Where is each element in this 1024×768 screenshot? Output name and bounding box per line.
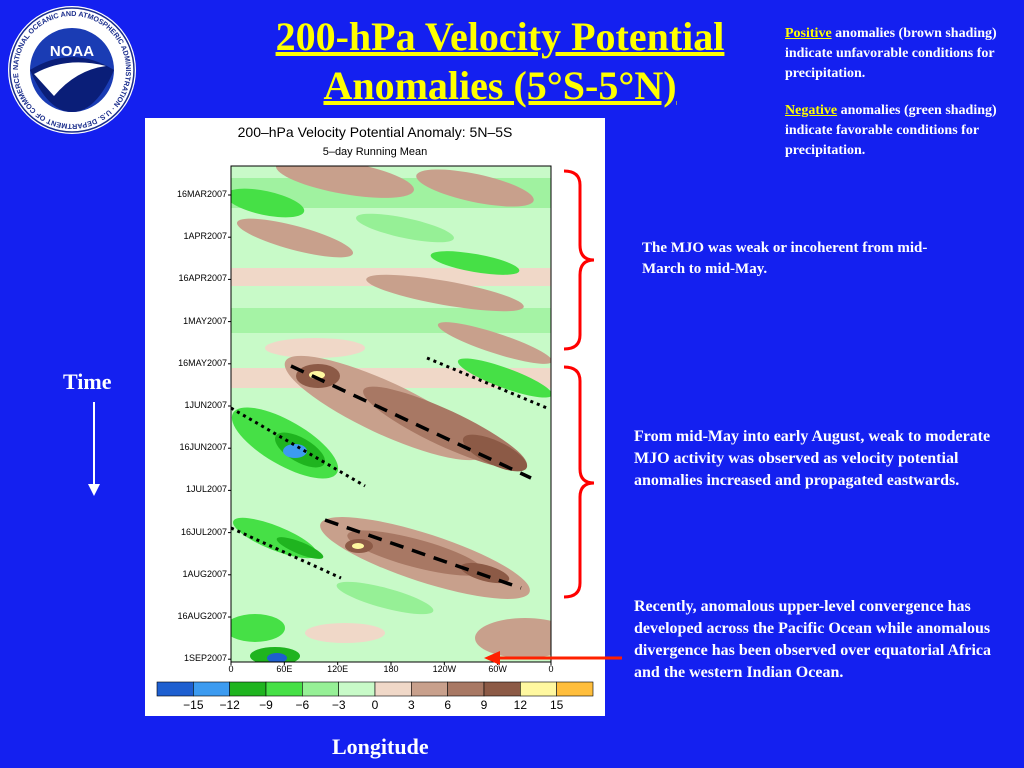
x-tick-label: 180 — [383, 664, 399, 674]
page-title: 200-hPa Velocity Potential Anomalies (5°… — [200, 12, 800, 110]
y-tick-label: 16APR2007 — [178, 273, 227, 284]
colorbar-swatch — [229, 681, 267, 697]
colorbar-swatch — [483, 681, 521, 697]
x-tick-label: 0 — [228, 664, 234, 674]
longitude-label: Longitude — [332, 734, 429, 759]
time-arrow-icon — [88, 402, 100, 496]
y-tick-label: 16AUG2007 — [177, 611, 227, 621]
colorbar-label: −3 — [331, 698, 346, 712]
positive-text: anomalies (brown shading) indicate unfav… — [785, 26, 997, 81]
colorbar-label: 0 — [371, 698, 379, 712]
colorbar-swatch — [193, 681, 230, 697]
y-tick-label: 1SEP2007 — [183, 653, 227, 664]
hovmoller-plot — [156, 165, 594, 697]
colorbar-label: 3 — [407, 698, 415, 712]
annotation-weak-mjo: The MJO was weak or incoherent from mid-… — [642, 240, 928, 277]
y-tick-label: 1JUL2007 — [185, 484, 227, 495]
positive-note: Positive anomalies (brown shading) indic… — [785, 24, 1015, 84]
colorbar-label: −15 — [183, 698, 204, 712]
colorbar-label: 6 — [444, 698, 451, 712]
x-tick-label: 60E — [276, 664, 293, 674]
noaa-logo: NOAA NATIONAL OCEANIC AND ATMOSPHERIC AD… — [8, 6, 136, 134]
colorbar-swatch — [338, 681, 376, 697]
colorbar-label: −9 — [259, 698, 273, 712]
annotation-mjo-activity: From mid-May into early August, weak to … — [634, 428, 991, 489]
y-tick-label: 1AUG2007 — [182, 568, 227, 579]
y-tick-label: 1MAY2007 — [183, 315, 227, 326]
colorbar-swatch — [374, 681, 412, 697]
chart-panel: 200–hPa Velocity Potential Anomaly: 5N–5… — [145, 118, 605, 716]
colorbar-swatch — [156, 681, 194, 697]
x-tick-label: 0 — [548, 664, 554, 674]
colorbar-swatch — [447, 681, 485, 697]
svg-text:NOAA: NOAA — [50, 43, 94, 60]
chart-subtitle: 5–day Running Mean — [322, 146, 428, 158]
colorbar-label: −6 — [295, 698, 310, 712]
colorbar-label: 9 — [480, 698, 488, 712]
y-tick-label: 1JUN2007 — [184, 400, 227, 410]
y-tick-label: 16JUN2007 — [179, 442, 227, 453]
annotation-recent: Recently, anomalous upper-level converge… — [634, 598, 991, 681]
brace-group — [563, 169, 595, 599]
y-tick-label: 1APR2007 — [183, 231, 227, 242]
title-line-2: Anomalies (5°S-5°N) — [323, 63, 677, 108]
positive-keyword: Positive — [785, 26, 832, 41]
colorbar-label: −12 — [219, 698, 240, 712]
brace-bottom — [563, 365, 595, 599]
time-label: Time — [63, 369, 112, 394]
x-tick-label: 120W — [432, 664, 457, 674]
x-tick-label: 120E — [327, 664, 349, 674]
colorbar-label: 12 — [513, 698, 527, 712]
y-tick-label: 16MAY2007 — [178, 357, 227, 368]
colorbar-swatch — [302, 681, 339, 697]
colorbar-swatch — [265, 681, 303, 697]
chart-title: 200–hPa Velocity Potential Anomaly: 5N–5… — [237, 124, 513, 140]
negative-note: Negative anomalies (green shading) indic… — [785, 101, 1015, 161]
negative-text: anomalies (green shading) indicate favor… — [785, 103, 997, 158]
colorbar-swatch — [556, 681, 594, 697]
y-tick-label: 16MAR2007 — [176, 189, 227, 199]
x-tick-label: 60W — [488, 664, 507, 674]
title-line-1: 200-hPa Velocity Potential — [275, 14, 725, 59]
colorbar-label: 15 — [549, 698, 564, 712]
y-tick-label: 16JUL2007 — [180, 526, 227, 537]
red-arrow — [484, 651, 622, 665]
brace-top — [563, 169, 595, 351]
colorbar-swatch — [520, 681, 557, 697]
negative-keyword: Negative — [785, 103, 838, 118]
colorbar-swatch — [411, 681, 448, 697]
